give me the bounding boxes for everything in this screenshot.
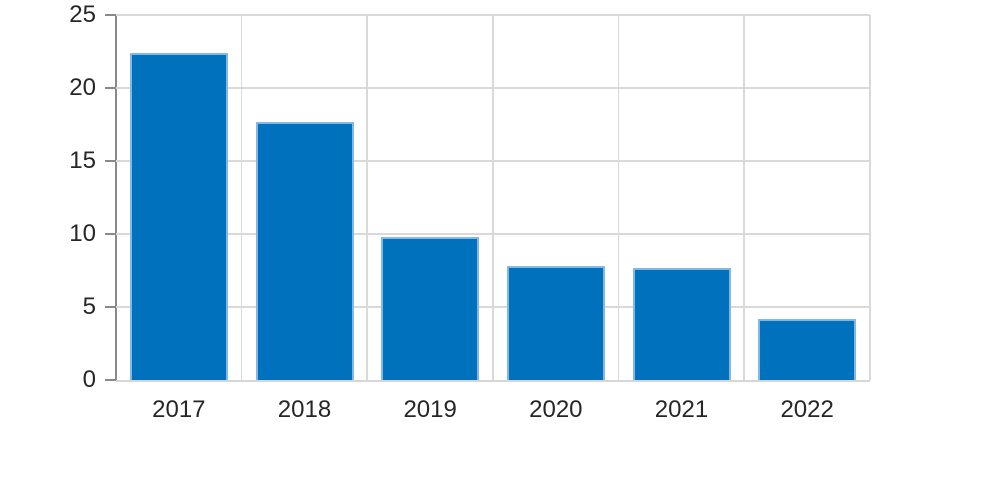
y-axis-tick-mark <box>105 87 116 89</box>
x-axis-category-label: 2017 <box>152 396 206 423</box>
x-axis-category-label: 2020 <box>529 396 583 423</box>
x-axis-category-label: 2018 <box>277 396 332 423</box>
v-gridline <box>366 15 368 380</box>
y-axis-tick-label: 5 <box>82 293 96 320</box>
bar-2017 <box>129 52 228 380</box>
h-gridline <box>116 233 870 235</box>
v-gridline <box>617 15 620 380</box>
y-axis-tick-label: 0 <box>82 366 96 393</box>
bar-2020 <box>506 266 605 380</box>
x-axis-category-label: 2021 <box>654 396 709 423</box>
h-gridline <box>116 87 870 89</box>
y-axis-tick-mark <box>105 233 116 235</box>
y-axis-spine <box>115 15 117 381</box>
v-gridline <box>743 15 745 380</box>
h-gridline <box>116 306 870 308</box>
x-axis-category-label: 2019 <box>403 396 457 423</box>
bar-2022 <box>758 318 857 380</box>
y-axis-tick-mark <box>105 14 116 16</box>
y-axis-tick-mark <box>105 306 116 308</box>
v-gridline <box>869 15 871 380</box>
y-axis-tick-mark <box>105 379 116 381</box>
bar-2019 <box>381 236 480 380</box>
h-gridline <box>116 14 870 16</box>
x-axis-category-label: 2022 <box>780 396 834 423</box>
y-axis-tick-label: 20 <box>69 74 96 101</box>
v-gridline <box>240 15 243 380</box>
y-axis-tick-label: 25 <box>69 1 96 28</box>
v-gridline <box>492 15 494 380</box>
bar-2018 <box>255 121 354 380</box>
h-gridline <box>116 160 870 162</box>
y-axis-tick-label: 10 <box>69 220 96 247</box>
bar-2021 <box>632 267 731 380</box>
plot-area <box>116 14 871 382</box>
y-axis-tick-label: 15 <box>69 147 96 174</box>
y-axis-tick-mark <box>105 160 116 162</box>
